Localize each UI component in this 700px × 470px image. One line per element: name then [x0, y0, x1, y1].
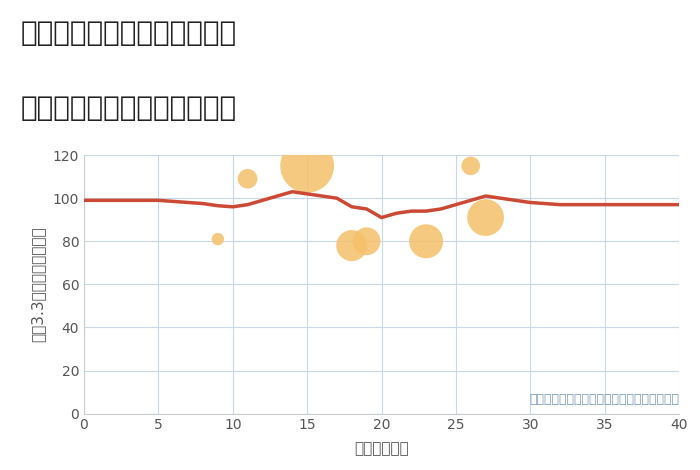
Point: [242, 175, 253, 182]
Point: [465, 162, 476, 170]
Text: 兵庫県西宮市上ヶ原四番町の: 兵庫県西宮市上ヶ原四番町の: [21, 19, 237, 47]
Point: [480, 214, 491, 221]
X-axis label: 築年数（年）: 築年数（年）: [354, 441, 409, 456]
Point: [346, 242, 357, 249]
Point: [212, 235, 223, 243]
Text: 築年数別中古マンション価格: 築年数別中古マンション価格: [21, 94, 237, 122]
Point: [421, 237, 432, 245]
Point: [361, 237, 372, 245]
Point: [302, 162, 313, 170]
Text: 円の大きさは、取引のあった物件面積を示す: 円の大きさは、取引のあった物件面積を示す: [529, 393, 679, 406]
Y-axis label: 坪（3.3㎡）単価（万円）: 坪（3.3㎡）単価（万円）: [31, 227, 46, 342]
